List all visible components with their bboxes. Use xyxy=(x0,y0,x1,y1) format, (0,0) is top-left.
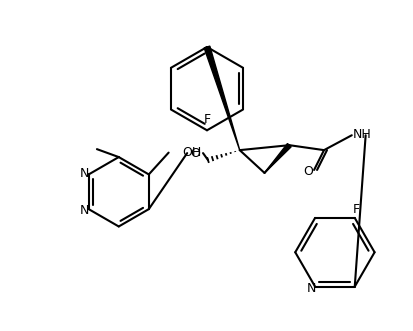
Text: O: O xyxy=(302,166,312,178)
Text: F: F xyxy=(352,204,359,216)
Text: OH: OH xyxy=(182,146,201,159)
Text: N: N xyxy=(80,167,89,180)
Text: N: N xyxy=(306,282,315,295)
Polygon shape xyxy=(264,144,290,173)
Polygon shape xyxy=(204,46,239,150)
Text: NH: NH xyxy=(351,128,370,141)
Text: N: N xyxy=(80,204,89,216)
Text: O: O xyxy=(190,147,199,160)
Text: F: F xyxy=(203,113,210,126)
